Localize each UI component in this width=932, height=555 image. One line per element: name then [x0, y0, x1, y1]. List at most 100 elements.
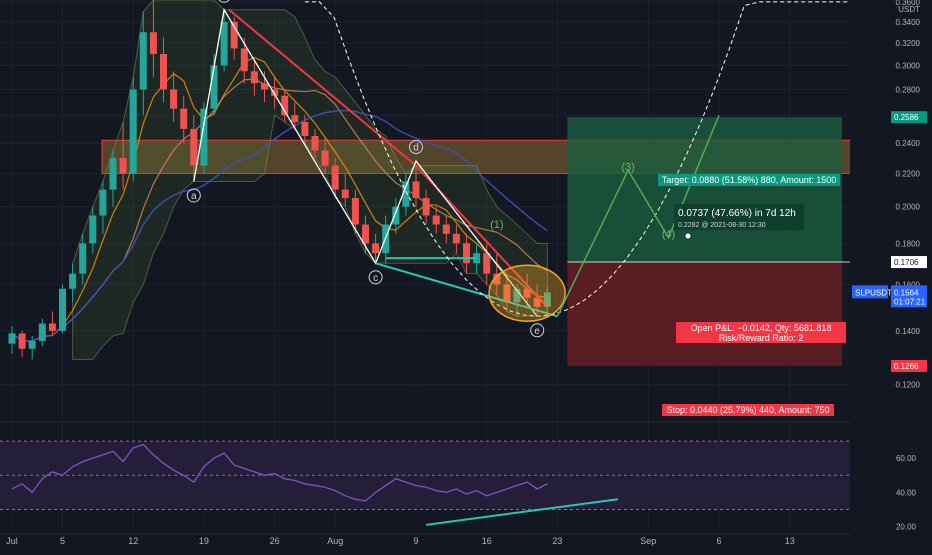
- price-tick-label: 0.2200: [896, 169, 921, 178]
- target-zone: [567, 117, 842, 263]
- time-tick-label: Sep: [640, 536, 656, 546]
- candle-body: [341, 189, 349, 199]
- candle-body: [48, 323, 56, 331]
- wave-label-b: b: [221, 0, 227, 2]
- candle-body: [220, 21, 228, 66]
- pnl-label-box: [676, 322, 846, 343]
- candle-body: [513, 288, 521, 303]
- candle-body: [8, 333, 16, 344]
- candle-body: [331, 165, 339, 190]
- candle-body: [321, 150, 329, 166]
- price-axis-bg: [850, 0, 932, 550]
- target-price-badge-box: [891, 111, 927, 124]
- candle-body: [250, 71, 258, 84]
- candle-body: [59, 288, 66, 331]
- candle-body: [362, 224, 369, 244]
- candle-body: [180, 108, 188, 129]
- time-tick-label: Aug: [327, 536, 343, 546]
- symbol-badge-box: [852, 285, 888, 299]
- currency-label: USDT: [898, 5, 920, 14]
- time-tick-label: 19: [199, 536, 209, 546]
- candle-body: [149, 32, 157, 55]
- price-tick-label: 0.2000: [896, 203, 921, 212]
- price-tick-label: 0.3200: [896, 39, 921, 48]
- price-tick-label: 0.1200: [896, 381, 921, 390]
- price-tick-label: 0.2800: [896, 85, 921, 94]
- candle-body: [432, 215, 440, 225]
- stop-label-box: [662, 404, 834, 416]
- time-tick-label: Jul: [6, 536, 18, 546]
- price-tick-label: 0.3600: [896, 0, 921, 7]
- candle-body: [69, 273, 77, 289]
- candle-body: [301, 122, 309, 136]
- candle-body: [452, 233, 460, 244]
- measure-box: [674, 204, 804, 230]
- moving-average-slow: [11, 109, 548, 342]
- rsi-tick-label: 20.00: [896, 523, 917, 532]
- wave-label-circle: [530, 323, 545, 338]
- candle-body: [402, 181, 410, 207]
- stop-zone: [567, 262, 842, 366]
- wave-label-e: e: [534, 326, 540, 337]
- target-label-box: [658, 174, 840, 186]
- candle-body: [503, 284, 511, 303]
- rsi-divergence-line: [425, 498, 619, 526]
- wave-label-circle: [409, 140, 423, 155]
- projection-label: (1): [490, 219, 503, 231]
- candle-body: [463, 243, 470, 264]
- time-tick-label: 5: [60, 536, 65, 546]
- price-tick-label: 0.1400: [896, 327, 921, 336]
- candle-body: [89, 215, 97, 244]
- entry-price-badge-box: [891, 256, 927, 269]
- rsi-tick-label: 40.00: [896, 488, 917, 497]
- wave-label-a: a: [191, 191, 197, 202]
- candle-body: [271, 89, 279, 96]
- risk-reward-label: Risk/Reward Ratio: 2: [719, 333, 804, 343]
- candle-body: [533, 297, 541, 307]
- candle-body: [442, 224, 450, 234]
- candle-body: [79, 243, 87, 274]
- accumulation-ellipse: [488, 264, 566, 322]
- stop-price-badge-box: [891, 359, 927, 372]
- candle-body: [281, 95, 289, 116]
- time-tick-label: 26: [270, 536, 280, 546]
- candle-body: [190, 128, 198, 166]
- wave-label-d: d: [413, 143, 419, 154]
- candle-body: [311, 135, 319, 151]
- rsi-tick-label: 60.00: [896, 454, 917, 463]
- pnl-label: Open P&L: −0.0142, Qty: 5681.818: [691, 323, 832, 333]
- candle-body: [291, 115, 299, 123]
- time-tick-label: 12: [128, 536, 138, 546]
- price-tick-label: 0.3400: [896, 18, 921, 27]
- measure-point: [685, 233, 691, 239]
- time-tick-label: 23: [552, 536, 562, 546]
- candle-body: [109, 157, 117, 190]
- projection-label: (3): [621, 161, 634, 173]
- candle-body: [240, 48, 248, 72]
- countdown-label: 01:07:21: [894, 297, 926, 306]
- wave-label-circle: [368, 270, 383, 285]
- price-tick-label: 0.1800: [896, 239, 921, 248]
- trendline-upper: [228, 8, 417, 167]
- rsi-line: [11, 443, 548, 502]
- price-tick-label: 0.2400: [896, 139, 921, 148]
- last-price-badge: 0.1564: [894, 288, 919, 297]
- candle-body: [99, 189, 107, 216]
- candle-body: [493, 273, 501, 285]
- candle-body: [483, 253, 491, 274]
- candle-body: [412, 181, 420, 199]
- candle-body: [18, 333, 26, 349]
- entry-price-badge: 0.1706: [894, 258, 919, 267]
- projection-label: (4): [662, 229, 675, 241]
- candle-body: [372, 243, 380, 254]
- candle-body: [230, 21, 238, 49]
- moving-average-fast: [11, 56, 548, 342]
- price-tick-label: 0.3000: [896, 61, 921, 70]
- support-slanted-line: [375, 262, 558, 318]
- wave-label-c: c: [373, 273, 378, 284]
- measure-line-1: 0.0737 (47.66%) in 7d 12h: [678, 208, 796, 219]
- measure-line-2: 0.2282 @ 2021-08-30 12:30: [678, 222, 766, 229]
- candle-body: [210, 65, 218, 109]
